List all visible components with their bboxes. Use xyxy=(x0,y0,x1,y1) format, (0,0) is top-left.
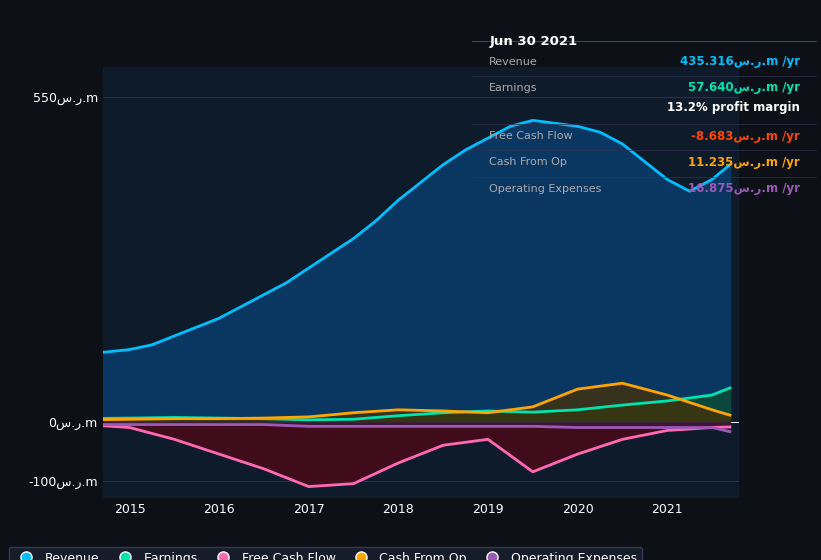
Text: Operating Expenses: Operating Expenses xyxy=(489,184,602,194)
Text: Cash From Op: Cash From Op xyxy=(489,157,567,167)
Text: 57.640س.ر.m /yr: 57.640س.ر.m /yr xyxy=(688,81,800,94)
Text: Jun 30 2021: Jun 30 2021 xyxy=(489,35,577,48)
Text: 13.2% profit margin: 13.2% profit margin xyxy=(667,101,800,114)
Text: Earnings: Earnings xyxy=(489,83,538,93)
Text: Free Cash Flow: Free Cash Flow xyxy=(489,131,573,141)
Text: 11.235س.ر.m /yr: 11.235س.ر.m /yr xyxy=(688,156,800,169)
Text: Revenue: Revenue xyxy=(489,57,538,67)
Text: 435.316س.ر.m /yr: 435.316س.ر.m /yr xyxy=(680,55,800,68)
Text: 16.875س.ر.m /yr: 16.875س.ر.m /yr xyxy=(688,182,800,195)
Text: -8.683س.ر.m /yr: -8.683س.ر.m /yr xyxy=(691,130,800,143)
Legend: Revenue, Earnings, Free Cash Flow, Cash From Op, Operating Expenses: Revenue, Earnings, Free Cash Flow, Cash … xyxy=(9,547,642,560)
